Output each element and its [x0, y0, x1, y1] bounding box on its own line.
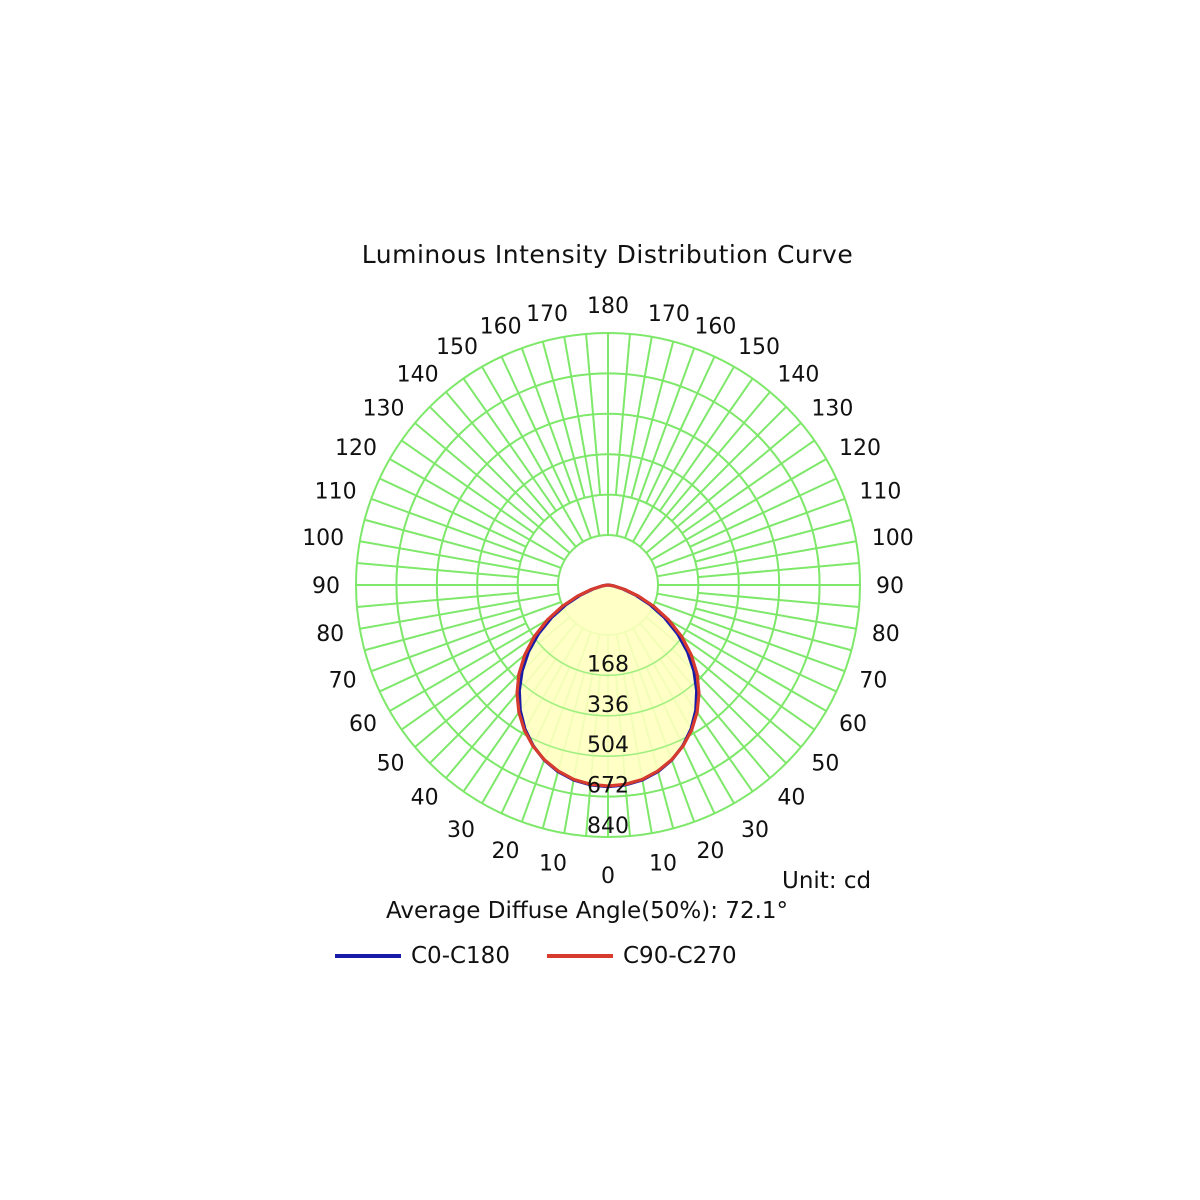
grid-spoke-left-100 — [359, 540, 559, 578]
legend-item-c0-c180: C0-C180 — [335, 938, 510, 974]
grid-spoke-left-110 — [370, 497, 562, 569]
angle-label-left-150: 150 — [436, 335, 478, 360]
angle-label-right-90: 90 — [876, 574, 904, 599]
grid-spoke-right-110 — [654, 497, 846, 569]
grid-spoke-right-160 — [624, 347, 696, 539]
angle-label-left-180: 180 — [587, 294, 629, 319]
angle-label-right-20: 20 — [696, 839, 724, 864]
angle-label-left-0: 0 — [601, 864, 615, 889]
radial-tick-label-168: 168 — [587, 652, 629, 677]
angle-label-left-10: 10 — [539, 852, 567, 877]
angle-label-left-130: 130 — [363, 397, 405, 422]
legend-swatch-c90-c270 — [547, 954, 613, 958]
grid-spoke-right-150 — [632, 366, 735, 543]
tick-labels: 1683365046728400102030405060708090100110… — [302, 294, 914, 889]
grid-spoke-left-60 — [389, 609, 566, 712]
grid-spoke-right-130 — [645, 422, 802, 554]
angle-label-right-100: 100 — [872, 526, 914, 551]
radial-tick-label-672: 672 — [587, 774, 629, 799]
angle-label-left-20: 20 — [492, 839, 520, 864]
average-diffuse-angle: Average Diffuse Angle(50%): 72.1° — [386, 898, 789, 924]
angle-label-left-60: 60 — [349, 712, 377, 737]
grid-spoke-left-140 — [445, 391, 577, 548]
angle-label-left-40: 40 — [411, 785, 439, 810]
legend-swatch-c0-c180 — [335, 954, 401, 958]
grid-spoke-left-120 — [389, 458, 566, 561]
grid-spoke-right-140 — [639, 391, 771, 548]
angle-label-right-130: 130 — [811, 397, 853, 422]
angle-label-right-10: 10 — [649, 852, 677, 877]
curves — [395, 372, 821, 798]
grid-spoke-right-60 — [650, 609, 827, 712]
grid-spoke-right-120 — [650, 458, 827, 561]
legend-label-c0-c180: C0-C180 — [411, 943, 510, 969]
angle-label-right-170: 170 — [648, 302, 690, 327]
legend-item-c90-c270: C90-C270 — [547, 938, 737, 974]
grid-spoke-right-100 — [657, 540, 857, 578]
angle-label-left-50: 50 — [377, 751, 405, 776]
curve-fill — [517, 585, 699, 786]
angle-label-left-80: 80 — [316, 622, 344, 647]
grid-ring-overlay-504 — [436, 413, 780, 757]
angle-label-left-70: 70 — [329, 668, 357, 693]
angle-label-right-80: 80 — [872, 622, 900, 647]
series-line-c90-c270 — [515, 583, 701, 788]
angle-label-left-110: 110 — [315, 480, 357, 505]
legend-label-c90-c270: C90-C270 — [623, 943, 737, 969]
radial-tick-label-336: 336 — [587, 693, 629, 718]
angle-label-right-30: 30 — [741, 818, 769, 843]
grid-spoke-left-170 — [563, 336, 601, 536]
angle-label-left-100: 100 — [302, 526, 344, 551]
radial-tick-label-504: 504 — [587, 733, 629, 758]
angle-label-left-30: 30 — [447, 818, 475, 843]
angle-label-right-160: 160 — [694, 315, 736, 340]
grid-ring-overlay-336 — [476, 453, 740, 717]
angle-label-right-40: 40 — [777, 785, 805, 810]
angle-label-right-140: 140 — [777, 363, 819, 388]
grid-spoke-right-170 — [615, 336, 653, 536]
angle-label-right-120: 120 — [839, 436, 881, 461]
unit-label: Unit: cd — [782, 868, 872, 894]
angle-label-left-160: 160 — [480, 315, 522, 340]
angle-label-right-150: 150 — [738, 335, 780, 360]
grid-spoke-right-80 — [657, 592, 857, 630]
angle-label-left-170: 170 — [526, 302, 568, 327]
angle-label-right-110: 110 — [859, 480, 901, 505]
grid-spoke-right-70 — [654, 601, 846, 673]
radial-tick-label-840: 840 — [587, 814, 629, 839]
angle-label-left-90: 90 — [312, 574, 340, 599]
grid-ring-overlay-672 — [395, 372, 821, 798]
grid-spoke-left-130 — [414, 422, 571, 554]
grid-ring-overlay-168 — [516, 493, 700, 677]
angle-label-right-60: 60 — [839, 712, 867, 737]
grid-spoke-left-160 — [520, 347, 592, 539]
legend: C0-C180 C90-C270 — [335, 938, 755, 974]
grid-spoke-left-80 — [359, 592, 559, 630]
angle-label-left-140: 140 — [397, 363, 439, 388]
angle-label-right-70: 70 — [859, 668, 887, 693]
grid-spoke-left-150 — [481, 366, 584, 543]
angle-label-left-120: 120 — [335, 436, 377, 461]
chart-title: Luminous Intensity Distribution Curve — [361, 240, 854, 269]
angle-label-right-50: 50 — [811, 751, 839, 776]
grid-spoke-left-70 — [370, 601, 562, 673]
